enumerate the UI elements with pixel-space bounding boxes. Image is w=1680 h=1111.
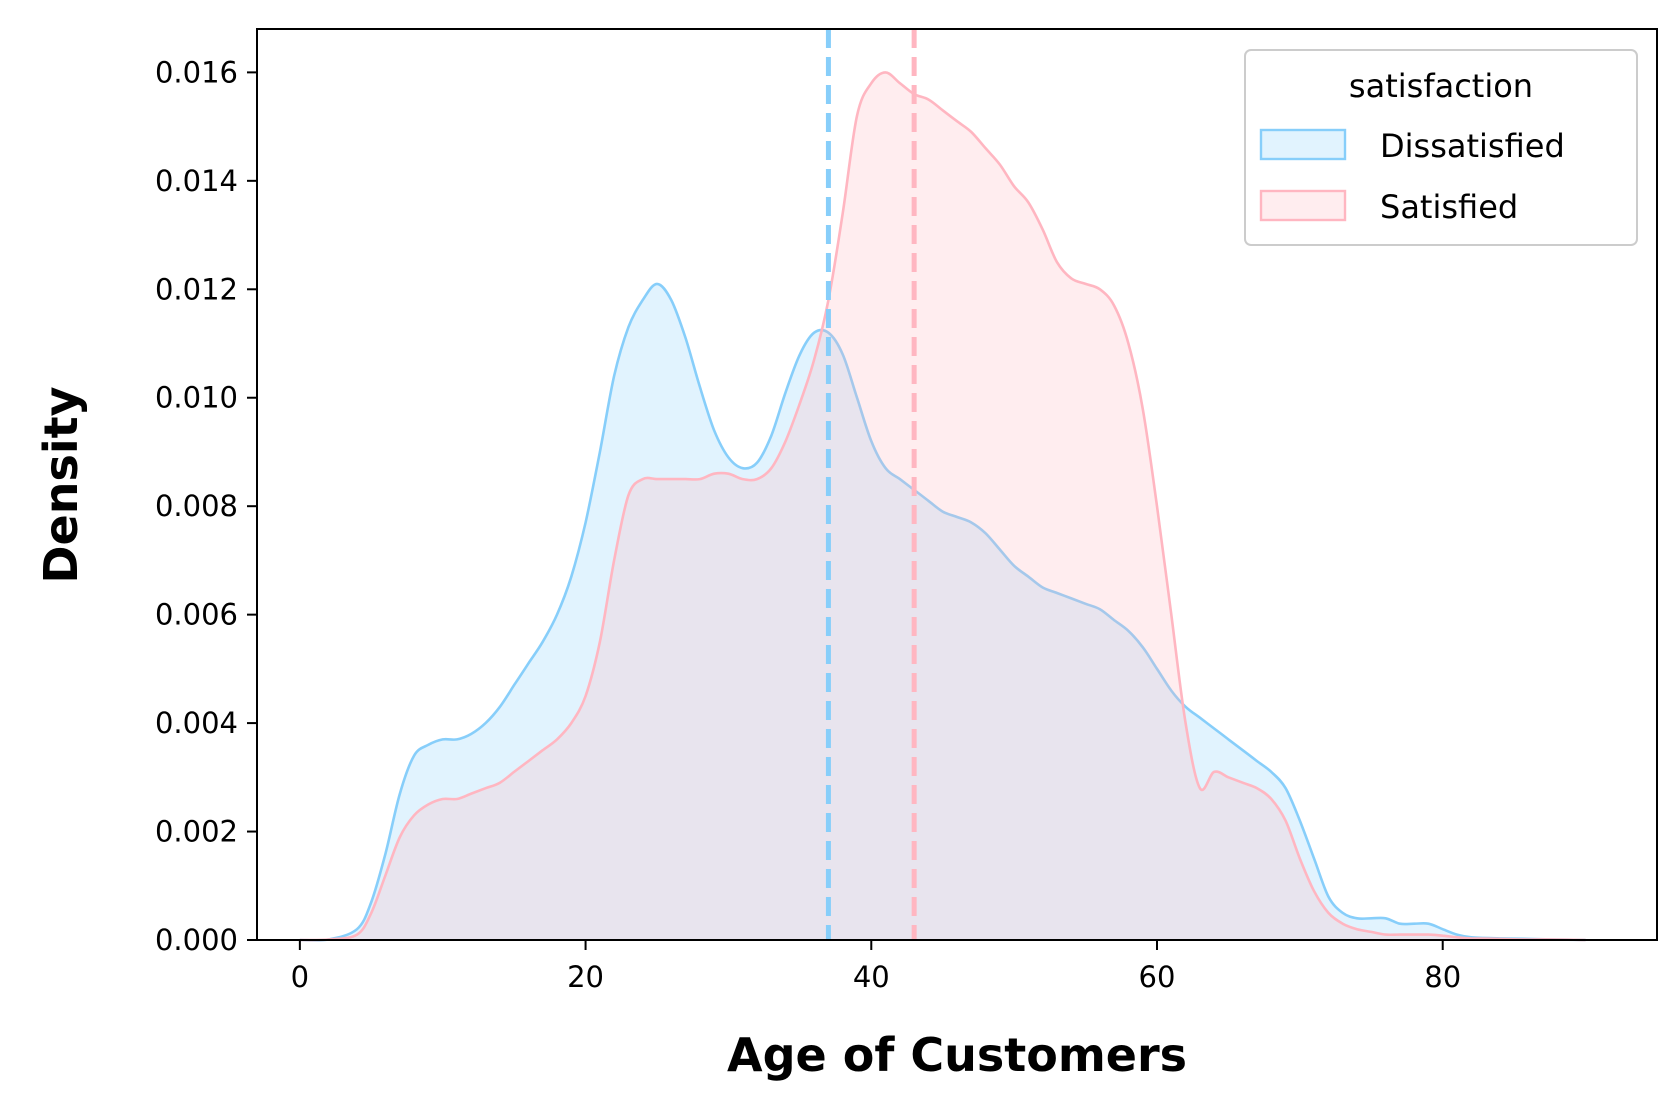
- legend-frame: [1244, 49, 1638, 246]
- density-area-dissatisfied: [299, 283, 1586, 941]
- x-axis-ticks: 0 20 40 60 80: [291, 940, 1461, 994]
- y-tick-label: 0.004: [155, 706, 238, 740]
- y-tick-label: 0.008: [155, 489, 238, 523]
- mean-lines: [825, 29, 917, 940]
- density-line-dissatisfied: [299, 282, 1586, 942]
- plot-area-frame: [256, 28, 1658, 941]
- y-tick-label: 0.002: [155, 815, 238, 849]
- series-layer: [299, 71, 1586, 942]
- y-tick-label: 0.000: [155, 923, 238, 957]
- x-tick-label: 60: [1139, 960, 1176, 994]
- x-axis-title: Age of Customers: [727, 1028, 1187, 1082]
- legend-swatch-satisfied: [1259, 189, 1347, 222]
- y-axis-title: Density: [34, 386, 88, 583]
- y-tick-label: 0.014: [155, 164, 238, 198]
- y-axis-ticks: 0.000 0.002 0.004 0.006 0.008 0.010 0.012 0.014…: [155, 55, 257, 957]
- y-tick-label: 0.010: [155, 381, 238, 415]
- x-tick-label: 0: [291, 960, 309, 994]
- legend-label-dissatisfied: Dissatisfied: [1380, 127, 1565, 165]
- density-area-satisfied: [299, 72, 1586, 941]
- legend-swatch-dissatisfied: [1259, 128, 1347, 161]
- legend: satisfaction Dissatisfied Satisfied: [1244, 49, 1638, 246]
- legend-label-satisfied: Satisfied: [1380, 188, 1518, 226]
- x-tick-label: 40: [853, 960, 890, 994]
- x-tick-label: 20: [567, 960, 604, 994]
- y-tick-label: 0.006: [155, 598, 238, 632]
- y-tick-label: 0.012: [155, 272, 238, 306]
- legend-title: satisfaction: [1349, 67, 1533, 105]
- density-line-satisfied: [299, 71, 1586, 942]
- x-tick-label: 80: [1424, 960, 1461, 994]
- y-tick-label: 0.016: [155, 55, 238, 89]
